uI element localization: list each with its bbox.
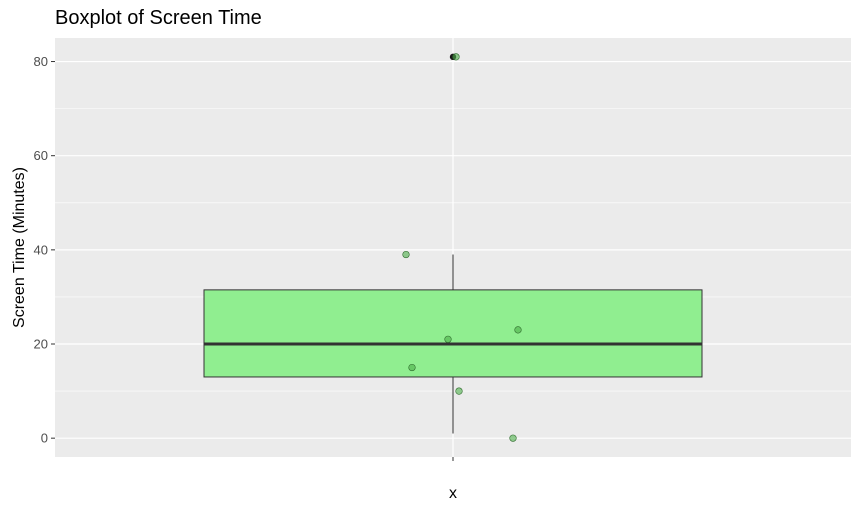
axes: 0 20 40 60 80 bbox=[34, 54, 454, 461]
data-point bbox=[509, 434, 517, 442]
data-point bbox=[452, 53, 460, 61]
x-axis-title: x bbox=[449, 485, 457, 502]
data-point bbox=[444, 335, 452, 343]
chart-marks bbox=[203, 53, 703, 442]
data-point bbox=[408, 363, 416, 372]
y-tick-label: 40 bbox=[34, 242, 48, 257]
data-point bbox=[455, 387, 463, 395]
y-tick-label: 60 bbox=[34, 148, 48, 163]
y-tick-label: 0 bbox=[41, 431, 48, 446]
y-tick-label: 80 bbox=[34, 54, 48, 69]
y-axis-title: Screen Time (Minutes) bbox=[11, 167, 28, 328]
box-iqr bbox=[203, 289, 703, 378]
y-tick-label: 20 bbox=[34, 337, 48, 352]
data-point bbox=[514, 326, 522, 334]
chart-title: Boxplot of Screen Time bbox=[55, 7, 262, 29]
data-point bbox=[402, 250, 410, 259]
